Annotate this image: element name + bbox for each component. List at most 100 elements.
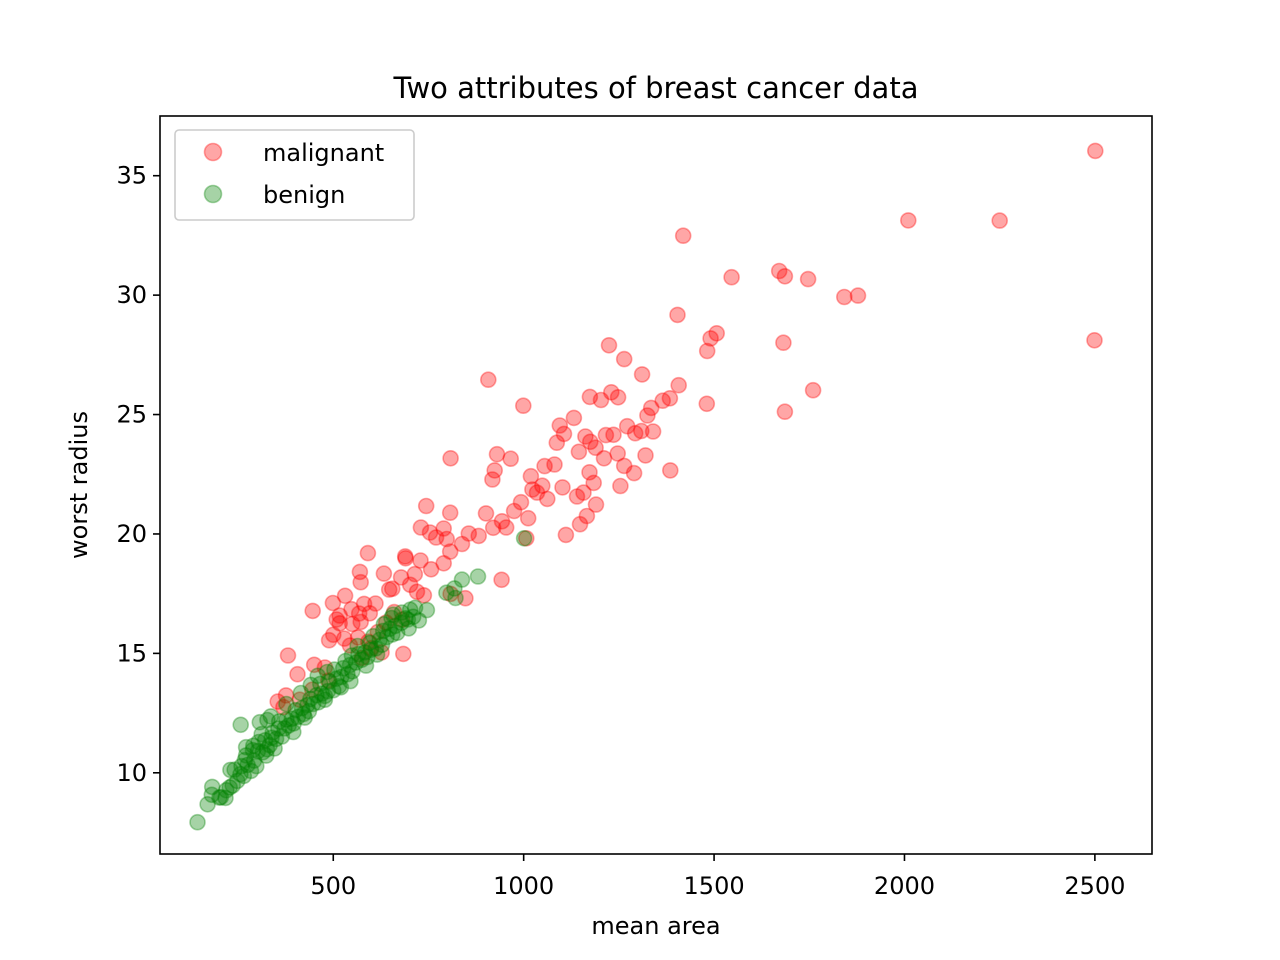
point-malignant-11: [669, 306, 686, 324]
point-benign-66: [362, 641, 380, 659]
point-benign-7: [224, 777, 241, 794]
point-benign-118: [266, 740, 283, 757]
legend: malignant benign: [174, 129, 415, 221]
point-malignant-149: [275, 698, 292, 716]
point-malignant-115: [355, 595, 373, 613]
y-tick-label-30: 30: [116, 281, 147, 309]
point-malignant-43: [581, 433, 599, 451]
point-malignant-144: [319, 672, 337, 689]
point-malignant-94: [435, 554, 453, 572]
y-tick-label-10: 10: [116, 759, 147, 787]
x-tick-label-500: 500: [310, 872, 356, 900]
point-malignant-64: [554, 479, 571, 496]
point-malignant-18: [633, 366, 651, 383]
point-benign-29: [270, 720, 287, 737]
point-benign-23: [256, 731, 274, 749]
point-benign-73: [388, 624, 406, 642]
point-benign-121: [235, 767, 253, 785]
point-benign-92: [251, 713, 269, 731]
point-benign-19: [254, 743, 272, 761]
point-malignant-47: [637, 447, 654, 464]
point-malignant-9: [835, 288, 853, 306]
point-benign-59: [341, 656, 359, 674]
point-malignant-108: [351, 563, 369, 581]
point-benign-57: [326, 661, 343, 678]
point-benign-52: [321, 673, 338, 690]
point-benign-91: [232, 716, 249, 734]
point-benign-68: [373, 636, 391, 654]
point-malignant-124: [331, 614, 349, 632]
point-malignant-3: [1086, 331, 1103, 349]
point-benign-63: [343, 647, 361, 664]
point-malignant-14: [775, 334, 792, 352]
point-malignant-133: [341, 637, 359, 654]
point-benign-111: [368, 646, 386, 663]
point-malignant-88: [412, 519, 430, 536]
point-benign-113: [342, 672, 359, 690]
point-malignant-24: [698, 395, 716, 413]
point-malignant-121: [328, 611, 346, 628]
y-tick-label-25: 25: [116, 401, 147, 429]
point-malignant-57: [533, 477, 551, 495]
point-benign-16: [237, 747, 255, 764]
point-benign-13: [239, 756, 256, 774]
point-malignant-42: [570, 443, 588, 461]
point-benign-32: [285, 715, 303, 732]
point-benign-64: [350, 645, 367, 663]
point-benign-2: [203, 786, 221, 804]
point-benign-1: [199, 795, 216, 813]
point-malignant-92: [417, 497, 435, 515]
point-malignant-104: [457, 589, 474, 607]
point-benign-65: [356, 644, 374, 661]
point-malignant-136: [362, 639, 380, 657]
point-malignant-63: [538, 490, 556, 508]
point-malignant-102: [415, 586, 433, 604]
point-benign-100: [302, 676, 320, 694]
point-malignant-122: [331, 607, 349, 624]
point-benign-55: [339, 665, 356, 683]
point-malignant-61: [484, 471, 501, 488]
point-benign-61: [353, 651, 371, 669]
point-malignant-82: [497, 519, 515, 536]
y-tick-label-20: 20: [116, 520, 147, 548]
point-malignant-62: [528, 484, 546, 501]
point-malignant-7: [799, 270, 817, 288]
point-malignant-146: [277, 687, 295, 704]
point-benign-89: [438, 584, 455, 602]
point-benign-40: [293, 699, 311, 717]
legend-box: [174, 129, 415, 221]
point-malignant-59: [488, 445, 506, 463]
point-malignant-28: [602, 383, 620, 401]
point-benign-75: [381, 620, 398, 638]
point-malignant-77: [519, 509, 537, 527]
point-malignant-70: [442, 449, 459, 467]
point-benign-17: [244, 741, 262, 759]
plot-area-frame: [159, 115, 1153, 855]
point-malignant-131: [335, 630, 353, 647]
point-benign-72: [383, 626, 401, 643]
point-benign-97: [262, 708, 280, 725]
point-malignant-46: [548, 434, 566, 452]
point-benign-46: [308, 686, 325, 704]
point-benign-96: [245, 737, 262, 755]
point-malignant-1: [899, 212, 917, 229]
point-benign-10: [226, 761, 243, 779]
point-benign-8: [229, 772, 246, 790]
point-malignant-100: [401, 576, 419, 594]
point-malignant-107: [396, 548, 414, 565]
point-benign-99: [292, 684, 310, 702]
point-malignant-75: [512, 493, 530, 511]
point-malignant-16: [615, 350, 633, 368]
point-malignant-87: [421, 524, 439, 541]
point-malignant-79: [578, 507, 596, 525]
point-benign-115: [316, 687, 334, 705]
point-malignant-72: [477, 505, 495, 522]
point-benign-56: [343, 662, 361, 680]
point-benign-9: [232, 765, 249, 783]
point-malignant-84: [470, 527, 488, 545]
point-benign-119: [257, 747, 275, 764]
point-benign-122: [218, 781, 235, 799]
point-benign-70: [371, 631, 389, 649]
point-malignant-116: [361, 604, 379, 622]
